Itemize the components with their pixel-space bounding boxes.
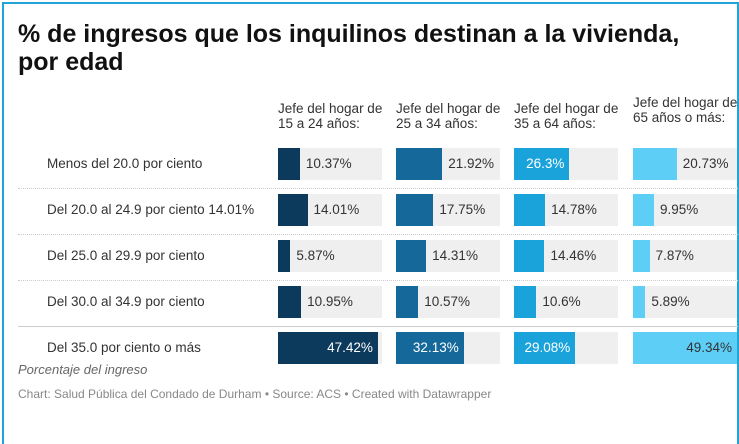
row-label: Del 30.0 al 34.9 por ciento: [47, 294, 205, 309]
value-label: 10.57%: [424, 294, 471, 309]
bar-track: [633, 240, 737, 272]
bar: [278, 194, 308, 226]
value-label: 49.34%: [686, 340, 732, 355]
value-label: 7.87%: [655, 248, 694, 263]
bar-track: [278, 240, 382, 272]
value-label: 5.87%: [296, 248, 335, 263]
value-label: 29.08%: [524, 340, 571, 355]
row-separator: [18, 234, 738, 235]
bar: [278, 332, 378, 364]
value-label: 9.95%: [659, 202, 699, 217]
value-label: 47.42%: [327, 340, 373, 355]
value-label: 14.46%: [550, 248, 597, 263]
value-label: 17.75%: [439, 202, 486, 217]
source: Chart: Salud Pública del Condado de Durh…: [18, 387, 492, 401]
row-separator: [18, 280, 738, 281]
bar: [396, 240, 427, 272]
row-label: Del 20.0 al 24.9 por ciento 14.01%: [47, 202, 255, 217]
bar: [514, 148, 570, 180]
row-label: Menos del 20.0 por ciento: [47, 156, 203, 171]
bar: [514, 194, 546, 226]
chart-title: % de ingresos que los inquilinos destina…: [18, 20, 680, 76]
row-label: Del 35.0 por ciento o más: [47, 340, 201, 355]
row-separator: [18, 326, 738, 327]
bar: [514, 332, 576, 364]
value-label: 21.92%: [448, 156, 494, 171]
bar: [633, 194, 654, 226]
value-label: 14.78%: [551, 202, 597, 217]
bar: [278, 148, 300, 180]
bar: [633, 332, 737, 364]
bar: [514, 240, 545, 272]
column-header: Jefe del hogar de 25 a 34 años:: [396, 101, 501, 131]
column-header: Jefe del hogar de 15 a 24 años:: [278, 101, 383, 131]
value-label: 10.95%: [307, 294, 353, 309]
value-label: 32.13%: [412, 340, 459, 355]
bar: [633, 286, 646, 318]
value-label: 20.73%: [682, 156, 729, 171]
bar: [633, 240, 650, 272]
row-label: Del 25.0 al 29.9 por ciento: [47, 248, 205, 263]
bar-track: [633, 286, 737, 318]
bar: [396, 286, 419, 318]
column-header: Jefe del hogar de 35 a 64 años:: [514, 101, 619, 131]
notes: Porcentaje del ingreso: [18, 362, 148, 377]
value-label: 5.89%: [651, 294, 690, 309]
bar: [633, 148, 677, 180]
column-header: Jefe del hogar de 65 años o más:: [633, 95, 738, 125]
bar: [514, 286, 537, 318]
bar: [278, 286, 302, 318]
value-label: 10.37%: [305, 156, 352, 171]
row-separator: [18, 188, 738, 189]
value-label: 26.3%: [526, 156, 565, 171]
value-label: 14.31%: [432, 248, 478, 263]
bar: [396, 148, 443, 180]
bar: [396, 332, 464, 364]
value-label: 14.01%: [313, 202, 360, 217]
value-label: 10.6%: [542, 294, 581, 309]
bar: [396, 194, 434, 226]
bar: [278, 240, 291, 272]
